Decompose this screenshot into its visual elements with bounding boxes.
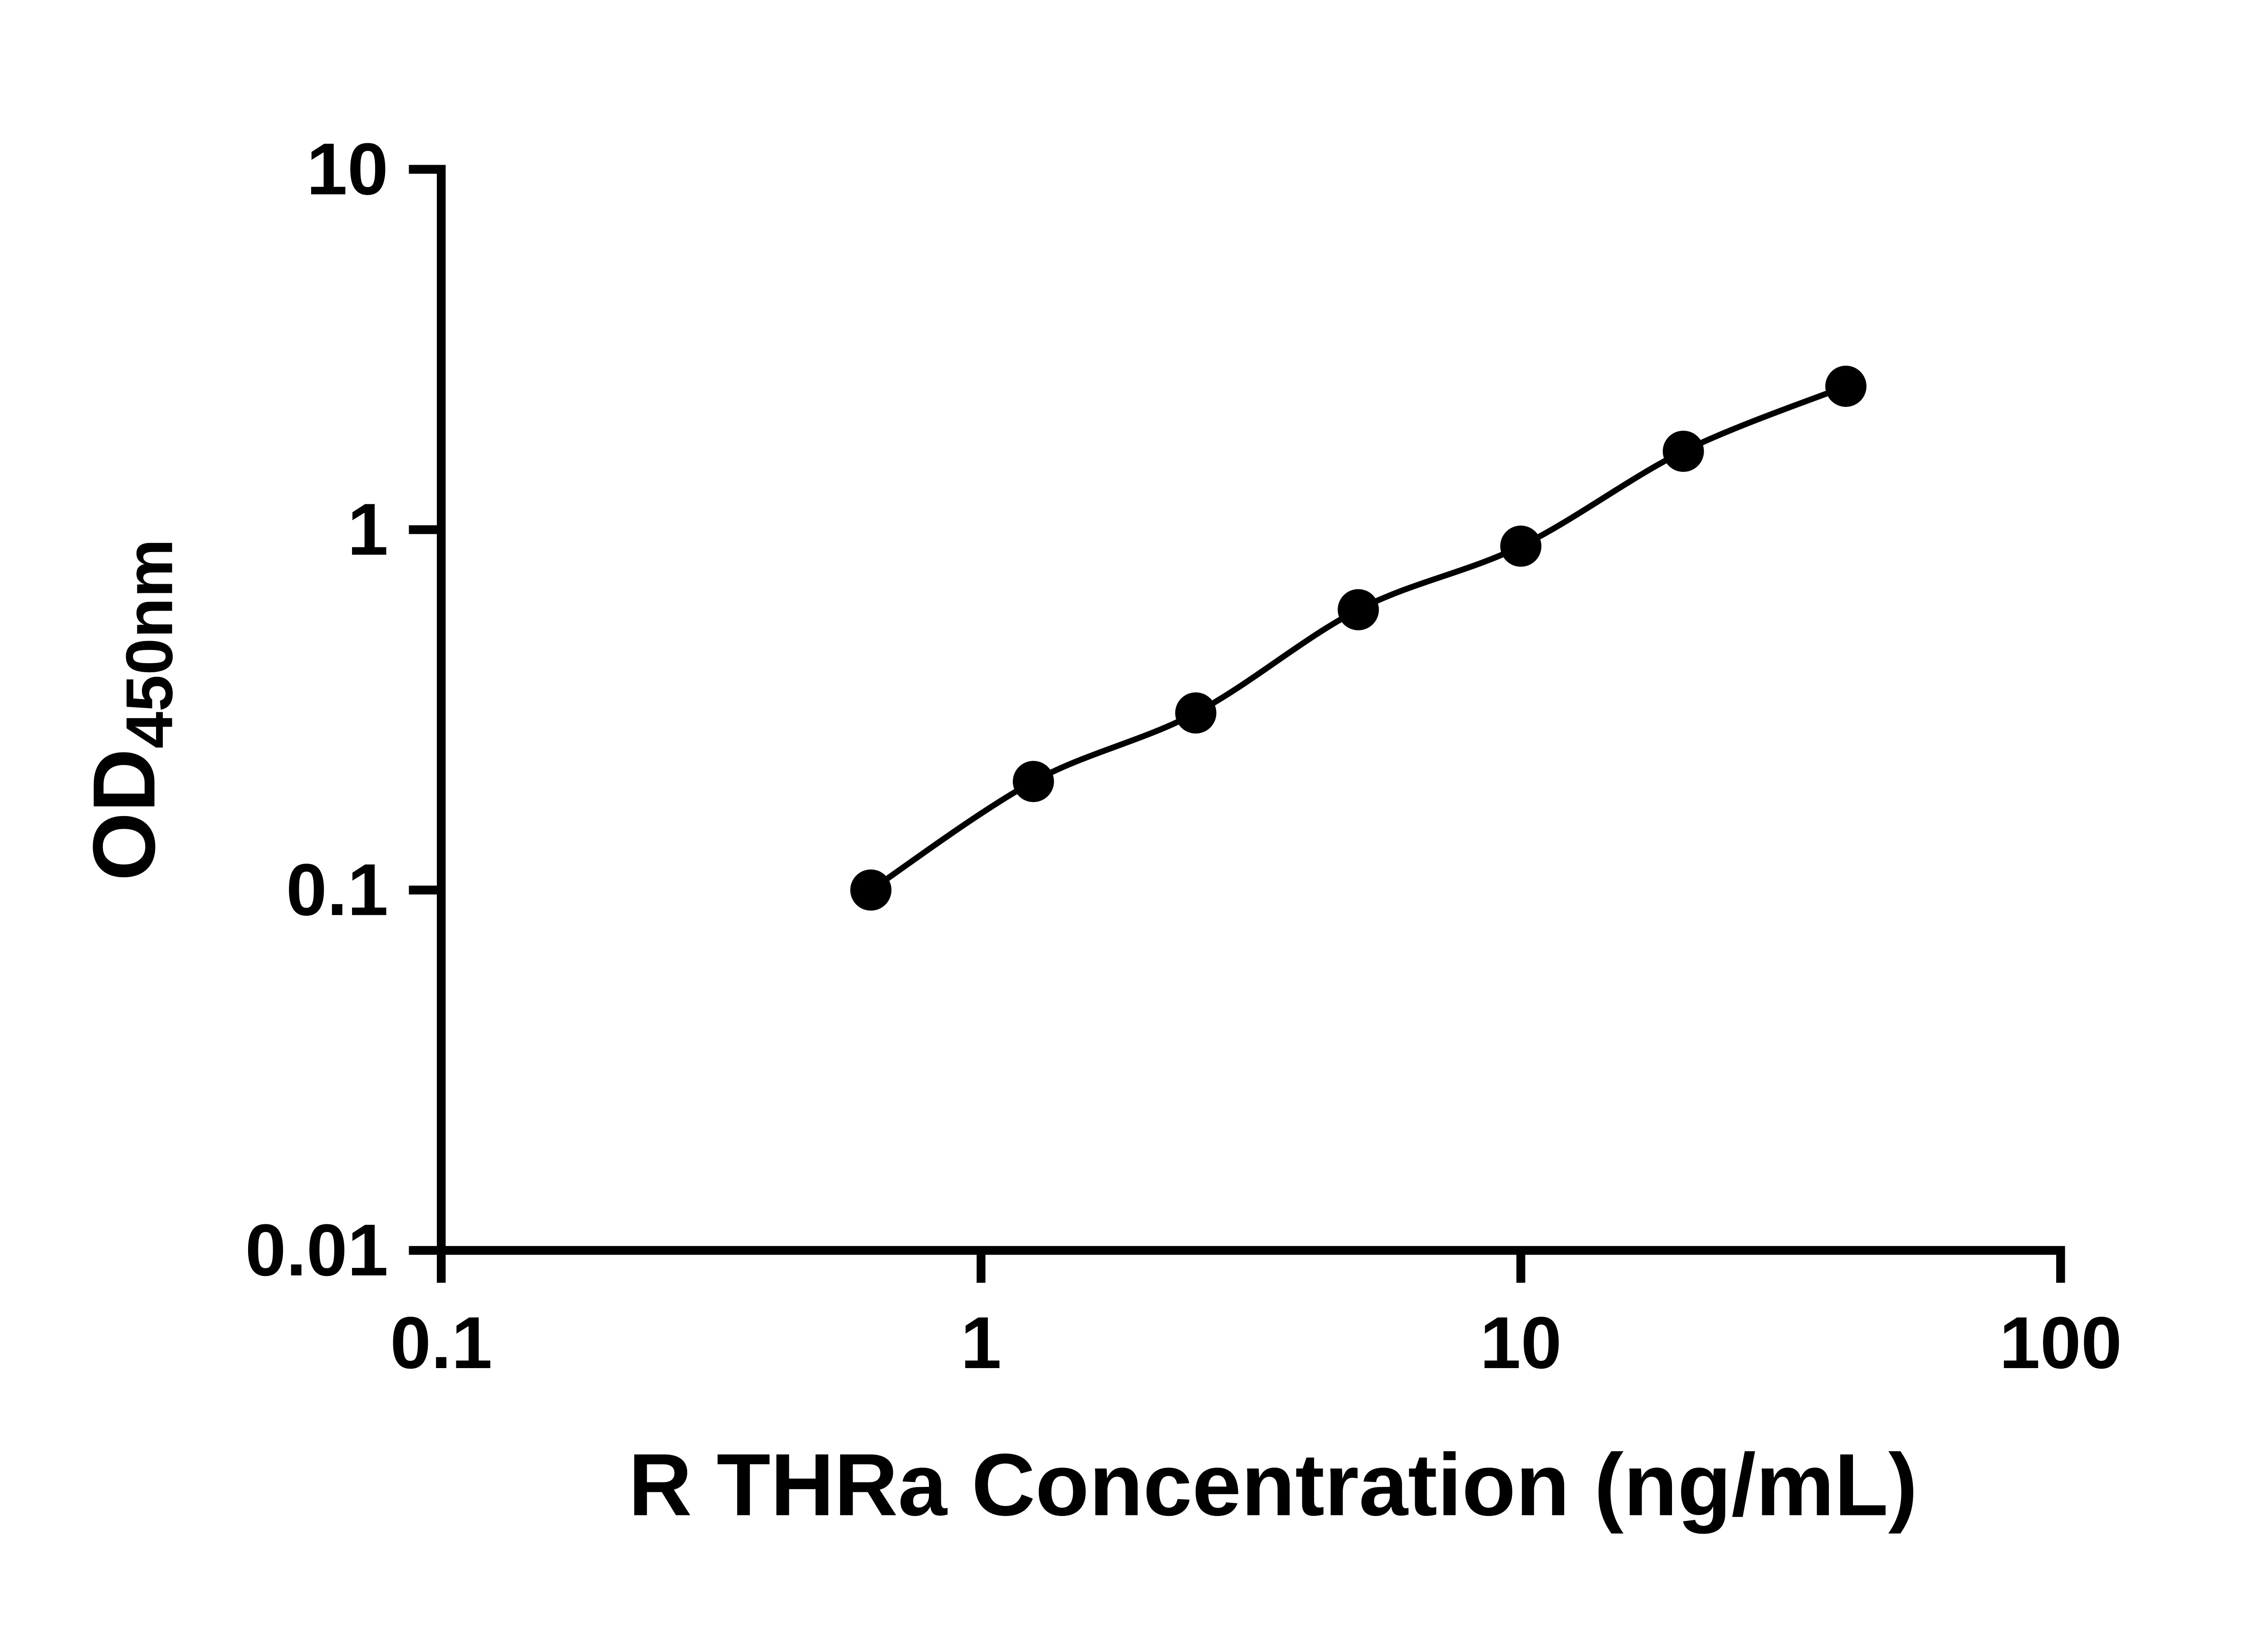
y-tick-label: 1 (347, 489, 388, 571)
data-point (1175, 692, 1217, 734)
x-tick-label: 100 (1999, 1302, 2122, 1384)
data-point (850, 869, 892, 911)
y-tick-label: 0.01 (245, 1209, 389, 1291)
x-axis-title: R THRa Concentration (ng/mL) (628, 1436, 1917, 1534)
data-point (1500, 525, 1542, 567)
data-point (1825, 366, 1867, 407)
y-tick-label: 10 (307, 128, 388, 210)
y-tick-label: 0.1 (286, 849, 388, 931)
x-tick-label: 1 (961, 1302, 1002, 1384)
data-point (1012, 761, 1054, 802)
data-point (1662, 430, 1704, 472)
y-axis-title: OD450nm (75, 539, 186, 881)
x-tick-label: 0.1 (390, 1302, 492, 1384)
data-point (1338, 589, 1379, 631)
x-tick-label: 10 (1480, 1302, 1562, 1384)
